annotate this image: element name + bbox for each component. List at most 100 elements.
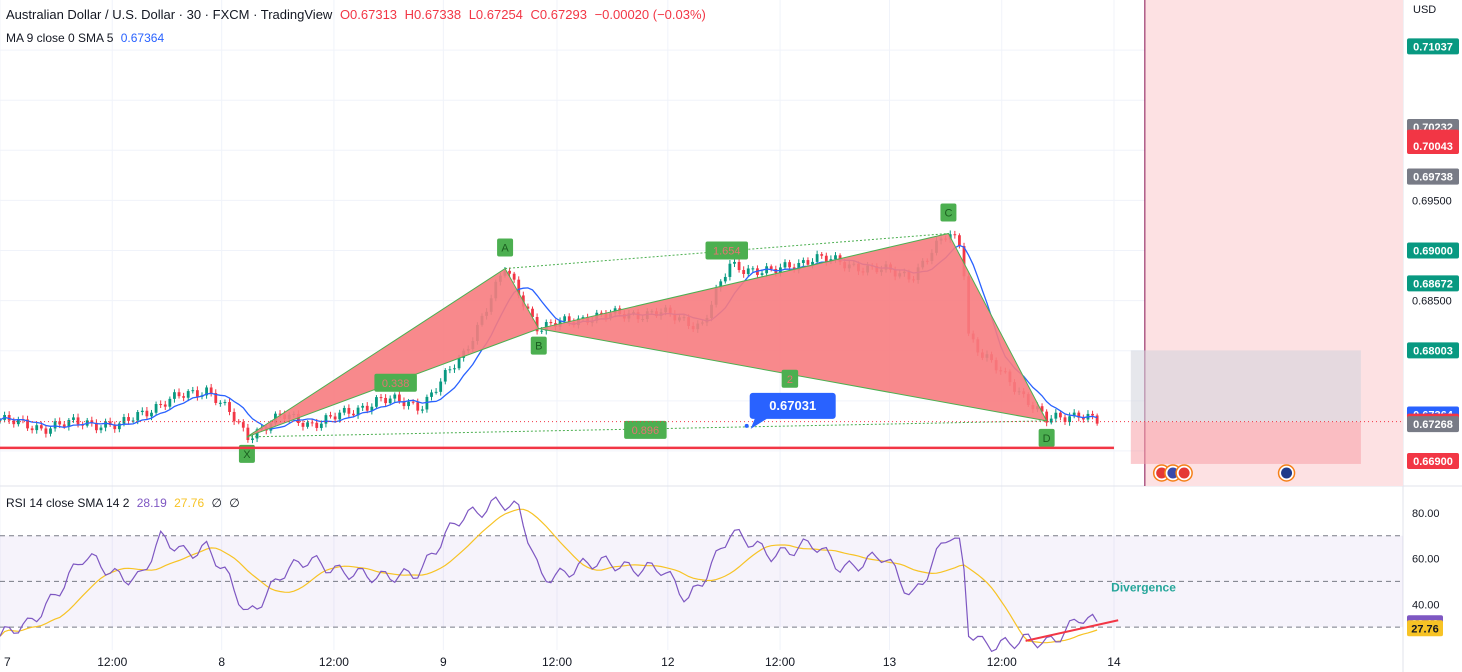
candle-body: [163, 404, 167, 407]
divergence-line[interactable]: [1025, 619, 1119, 642]
price-label-text: 0.69000: [1413, 246, 1453, 258]
candle-body: [218, 402, 222, 404]
candle-body: [820, 254, 824, 256]
candle-body: [191, 390, 195, 392]
candle-body: [742, 270, 746, 274]
time-axis-tick: 12:00: [319, 655, 349, 669]
candle-body: [182, 396, 186, 398]
time-axis-tick: 12:00: [765, 655, 795, 669]
pattern-ratio-badge: [624, 420, 667, 439]
price-axis-tick: 0.68500: [1412, 296, 1452, 308]
rsi-value: 28.19: [136, 496, 167, 510]
candle-body: [420, 409, 424, 411]
candle-body: [319, 423, 323, 428]
pattern-ratio-badge: [374, 373, 417, 392]
candle-body: [113, 425, 117, 430]
candle-body: [26, 419, 29, 429]
candle-body: [246, 427, 250, 441]
price-axis-label: 0.67268: [1407, 416, 1459, 433]
candle-body: [728, 263, 732, 277]
rsi-label: RSI 14 close SMA 14 2: [6, 496, 130, 510]
xabcd-pattern[interactable]: X A B C D 0.338 1.654 0.896 2: [238, 203, 1055, 463]
pattern-point-badge: [1038, 428, 1055, 447]
candle-body: [370, 406, 374, 411]
time-axis-tick: 12:00: [542, 655, 572, 669]
candle-body: [1072, 412, 1076, 417]
price-axis-label: 0.68672: [1407, 275, 1459, 292]
rsi-axis-tick: 40.00: [1412, 599, 1440, 611]
rsi-legend[interactable]: RSI 14 close SMA 14 2 28.19 27.76 ∅ ∅: [6, 496, 244, 510]
candle-body: [1049, 418, 1053, 423]
pattern-ratio-label[interactable]: 0.896: [624, 420, 667, 439]
ma-legend[interactable]: MA 9 close 0 SMA 5 0.67364: [6, 31, 168, 45]
rsi-sma-value: 27.76: [174, 496, 205, 510]
candle-body: [95, 422, 98, 431]
candle-body: [296, 414, 300, 424]
candle-body: [150, 412, 153, 417]
candle-body: [1077, 412, 1081, 418]
price-label-text: 0.71037: [1413, 41, 1453, 53]
candle-body: [765, 266, 769, 274]
candle-body: [788, 262, 791, 268]
price-label-text: 0.67268: [1413, 419, 1453, 431]
candle-body: [737, 261, 741, 271]
candle-body: [12, 420, 16, 425]
event-icon-flag: [1178, 467, 1190, 479]
candle-body: [58, 421, 62, 425]
candle-body: [769, 266, 773, 270]
symbol-title[interactable]: Australian Dollar / U.S. Dollar · 30 · F…: [6, 7, 333, 22]
candle-body: [214, 393, 218, 403]
pattern-point-b[interactable]: B: [530, 336, 547, 355]
candle-body: [751, 268, 755, 270]
candle-body: [228, 402, 231, 412]
pattern-point-d[interactable]: D: [1038, 428, 1055, 447]
candle-body: [411, 401, 415, 403]
candle-body: [7, 415, 11, 421]
candle-body: [723, 276, 727, 282]
candle-body: [1054, 412, 1058, 419]
au-flag-event-icon[interactable]: [1277, 464, 1296, 482]
candle-body: [1091, 413, 1094, 416]
price-label-text: 0.68672: [1413, 278, 1453, 290]
pattern-point-a[interactable]: A: [497, 238, 514, 257]
candle-body: [306, 422, 309, 427]
us-flag-event-icon[interactable]: [1175, 464, 1193, 482]
candle-body: [16, 418, 20, 425]
rsi-axis-tick: 60.00: [1412, 554, 1440, 566]
candle-body: [512, 273, 516, 280]
rsi-axis-tick: 80.00: [1412, 508, 1440, 520]
pattern-triangle-bcd: [538, 232, 1048, 422]
pattern-point-x[interactable]: X: [238, 444, 255, 463]
pattern-line-xd: [246, 420, 1047, 438]
price-callout[interactable]: 0.67031: [744, 392, 836, 429]
candle-body: [1068, 416, 1072, 423]
candle-body: [329, 415, 332, 417]
pattern-ratio-label[interactable]: 0.338: [374, 373, 417, 392]
price-label-box: [1407, 138, 1459, 155]
price-label-box: [1407, 242, 1459, 259]
candle-body: [342, 407, 346, 413]
rsi-band-background: [0, 535, 1403, 628]
ma-label: MA 9 close 0 SMA 5: [6, 31, 114, 45]
candle-body: [232, 411, 236, 422]
candle-body: [310, 422, 314, 424]
candle-body: [544, 322, 548, 331]
candle-body: [140, 410, 144, 413]
candle-body: [177, 392, 181, 397]
pattern-ratio-label[interactable]: 1.654: [705, 241, 749, 260]
candle-body: [209, 387, 213, 394]
price-label-box: [1407, 38, 1459, 55]
pattern-point-label: D: [1043, 433, 1051, 445]
candle-body: [393, 394, 397, 399]
candle-body: [439, 381, 443, 392]
candle-body: [535, 316, 539, 332]
price-axis-label: 0.66900: [1407, 452, 1459, 469]
candle-body: [402, 401, 406, 407]
pattern-point-c[interactable]: C: [940, 203, 957, 222]
price-axis: 0.695000.685000.710370.702320.701260.700…: [1407, 38, 1459, 469]
pattern-ratio-label[interactable]: 2: [781, 369, 799, 388]
rsi-extra-1: ∅: [211, 496, 222, 510]
candle-body: [531, 308, 534, 317]
candle-body: [760, 273, 764, 275]
